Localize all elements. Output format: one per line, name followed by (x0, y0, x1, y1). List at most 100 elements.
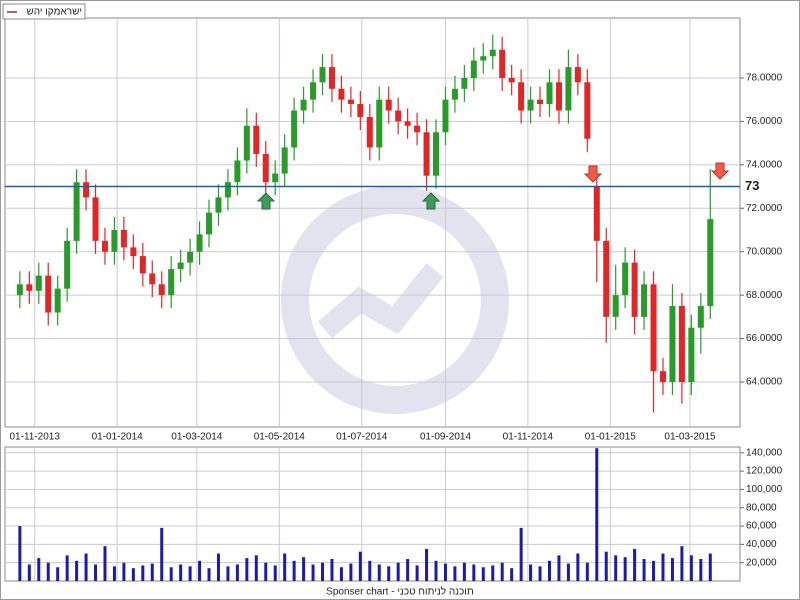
volume-bar (396, 562, 400, 581)
candle-body (612, 295, 619, 317)
volume-bar (302, 557, 306, 581)
volume-bar (519, 527, 523, 581)
candle-body (281, 147, 288, 174)
volume-bar (330, 559, 334, 581)
candle-body (338, 88, 345, 100)
candle-body (527, 99, 534, 111)
volume-bar (434, 560, 438, 581)
x-tick-label: 01-01-2014 (92, 432, 144, 443)
candle-body (224, 182, 231, 198)
watermark (281, 186, 509, 414)
volume-bar (103, 546, 107, 581)
volume-bar (708, 553, 712, 581)
candle-body (253, 125, 260, 154)
candle-body (73, 182, 80, 241)
candle-body (35, 275, 42, 291)
volume-bar (339, 567, 343, 581)
volume-bar (169, 567, 173, 581)
candle-body (272, 173, 279, 183)
candle-body (593, 186, 600, 241)
candle-body (584, 82, 591, 139)
volume-bar (311, 564, 315, 581)
volume-bar (254, 555, 258, 581)
candle-body (45, 275, 52, 313)
candle-body (83, 182, 90, 198)
volume-bar (387, 566, 391, 581)
volume-bar (538, 566, 542, 581)
volume-bar (150, 563, 154, 581)
candle-body (451, 88, 458, 100)
candle-body (168, 269, 175, 296)
candle-body (678, 306, 685, 383)
volume-bar (292, 560, 296, 581)
candle-body (499, 49, 506, 78)
volume-bar (18, 526, 22, 581)
candle-body (688, 327, 695, 383)
candle-body (101, 240, 108, 252)
volume-tick-label: 80,000 (746, 502, 777, 513)
candle-body (243, 125, 250, 161)
candle-body (54, 288, 61, 313)
y-tick-label: 72.0000 (746, 203, 783, 214)
candle-body (92, 197, 99, 241)
volume-bar (283, 553, 287, 581)
candle-body (433, 132, 440, 176)
volume-tick-label: 20,000 (746, 557, 777, 568)
candle-body (366, 117, 373, 148)
volume-bar (415, 565, 419, 581)
candle-body (158, 284, 165, 296)
y-tick-label: 64.0000 (746, 377, 783, 388)
candle-body (631, 262, 638, 317)
volume-bar (179, 564, 183, 581)
candle-body (149, 273, 156, 285)
volume-bar (481, 567, 485, 581)
candle-body (659, 371, 666, 383)
y-tick-label: 76.0000 (746, 116, 783, 127)
candle-body (206, 212, 213, 235)
candle-body (461, 77, 468, 89)
volume-bar (604, 551, 608, 581)
volume-tick-label: 140,000 (746, 447, 783, 458)
volume-bar (642, 559, 646, 581)
x-tick-label: 01-11-2013 (10, 432, 61, 443)
y-tick-label: 74.0000 (746, 159, 783, 170)
candle-body (414, 125, 421, 133)
volume-bar (623, 557, 627, 581)
x-tick-label: 01-03-2014 (171, 432, 223, 443)
candle-body (518, 82, 525, 111)
volume-bar (188, 566, 192, 581)
volume-bar (131, 568, 135, 581)
candle-body (376, 99, 383, 148)
volume-bar (37, 558, 41, 581)
volume-bar (216, 553, 220, 581)
candle-body (697, 306, 704, 328)
candle-body (187, 251, 194, 263)
volume-bar (245, 558, 249, 581)
sell-arrow (710, 162, 730, 180)
volume-bar (614, 555, 618, 581)
volume-bar (472, 564, 476, 581)
candle-body (480, 56, 487, 61)
y-tick-label: 70.0000 (746, 246, 783, 257)
volume-bar (226, 566, 230, 581)
candle-body (622, 262, 629, 296)
candle-body (328, 67, 335, 89)
volume-bar (595, 448, 599, 581)
volume-bar (453, 566, 457, 581)
x-tick-label: 01-07-2014 (336, 432, 388, 443)
volume-panel (4, 446, 741, 582)
x-tick-label: 01-03-2015 (664, 432, 716, 443)
volume-bar (27, 564, 31, 581)
volume-bar (652, 560, 656, 581)
candle-body (442, 99, 449, 133)
x-tick-label: 01-09-2014 (420, 432, 472, 443)
x-tick-label: 01-05-2014 (254, 432, 306, 443)
volume-bar (491, 565, 495, 581)
candle-body (423, 132, 430, 176)
legend-label: ישראמקו יהש (26, 7, 82, 18)
volume-bar (207, 568, 211, 581)
volume-bar (689, 555, 693, 581)
candle-body (508, 77, 515, 83)
volume-bar (94, 564, 98, 581)
